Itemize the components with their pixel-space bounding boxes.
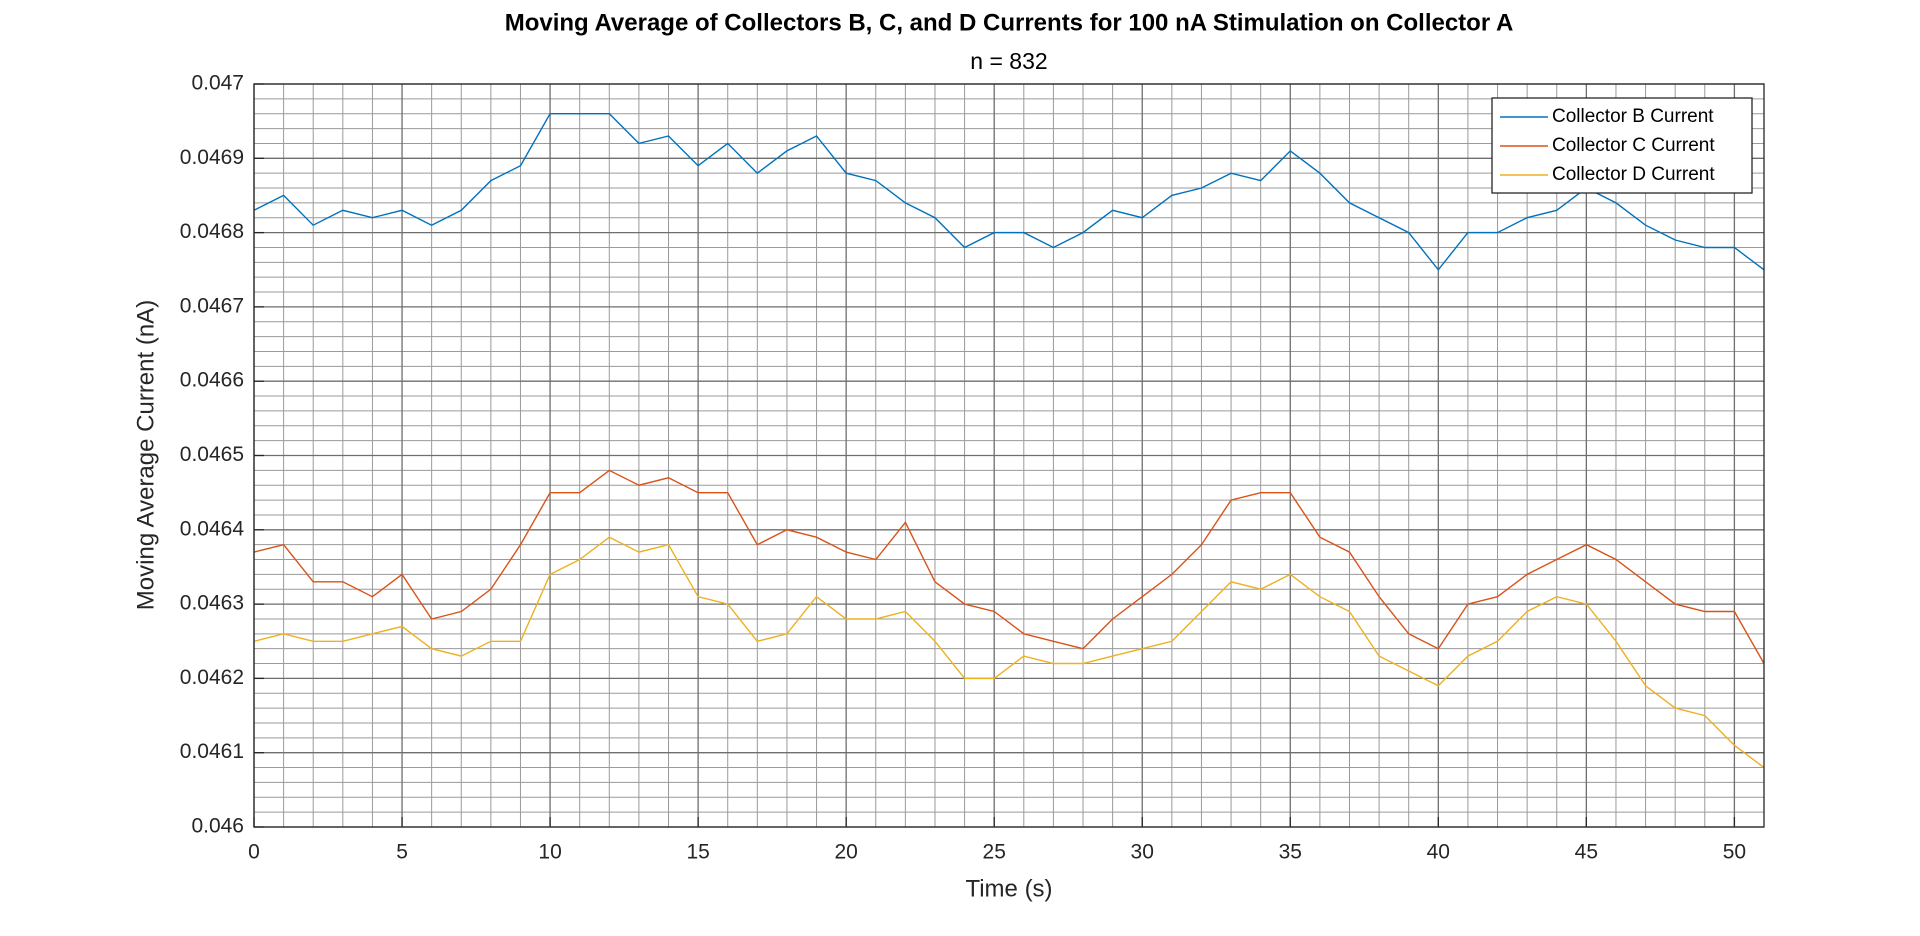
data-line — [253, 112, 1765, 271]
y-axis-label: Moving Average Current (nA) — [132, 300, 159, 610]
x-tick-label: 45 — [1575, 841, 1598, 864]
y-tick-label: 0.0465 — [180, 443, 244, 466]
y-tick-label: 0.046 — [191, 815, 244, 838]
x-tick-label: 10 — [538, 841, 561, 864]
y-tick-label: 0.0461 — [180, 740, 244, 763]
x-tick-label: 40 — [1427, 841, 1450, 864]
axes-box — [253, 83, 1765, 828]
legend-box — [1491, 97, 1753, 194]
x-tick-label: 25 — [983, 841, 1006, 864]
x-tick-label: 20 — [834, 841, 857, 864]
data-line — [253, 536, 1765, 769]
y-tick-label: 0.0466 — [180, 369, 244, 392]
y-tick-label: 0.047 — [191, 72, 244, 95]
data-line — [253, 469, 1765, 664]
y-tick-label: 0.0463 — [180, 592, 244, 615]
legend-label: Collector B Current — [1552, 106, 1714, 127]
y-tick-label: 0.0469 — [180, 146, 244, 169]
x-tick-label: 50 — [1723, 841, 1746, 864]
y-tick-label: 0.0468 — [180, 220, 244, 243]
x-tick-label: 0 — [248, 841, 260, 864]
legend-label: Collector D Current — [1552, 164, 1715, 185]
y-tick-label: 0.0462 — [180, 666, 244, 689]
legend-label: Collector C Current — [1552, 135, 1715, 156]
x-tick-label: 35 — [1279, 841, 1302, 864]
x-axis-label: Time (s) — [965, 875, 1052, 902]
x-tick-label: 30 — [1131, 841, 1154, 864]
chart-title: Moving Average of Collectors B, C, and D… — [505, 9, 1514, 36]
x-tick-label: 5 — [396, 841, 408, 864]
chart-subtitle: n = 832 — [970, 48, 1047, 74]
x-tick-label: 15 — [686, 841, 709, 864]
y-tick-label: 0.0464 — [180, 517, 245, 540]
y-tick-label: 0.0467 — [180, 294, 244, 317]
